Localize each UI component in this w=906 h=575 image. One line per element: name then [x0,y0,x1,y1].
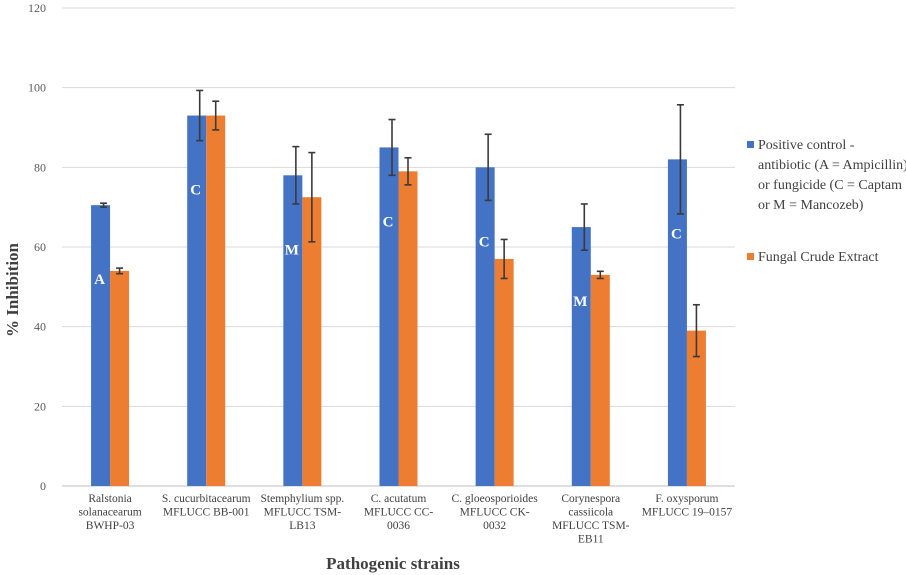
bar-fungal-extract [206,115,226,487]
bars [91,115,706,487]
bar-letters: A C M C C M C [94,183,682,311]
bar-positive-control [91,205,111,487]
bar-positive-control [379,147,399,486]
bar-fungal-extract [302,197,322,487]
y-tick-label: 0 [40,479,46,493]
bar-fungal-extract [110,270,130,486]
bar-letter-label: C [671,226,682,242]
bar-positive-control [667,159,687,486]
bar-letter-label: A [94,272,105,288]
legend-swatch-fungal-extract [747,253,754,260]
y-tick-label: 60 [34,240,46,254]
bar-positive-control [283,175,303,487]
legend: Positive control -antibiotic (A = Ampici… [747,138,906,265]
x-axis-title: Pathogenic strains [326,554,460,573]
bar-letter-label: C [383,214,394,230]
y-axis-ticks: 0 20 40 60 80 100 120 [28,1,46,493]
bar-fungal-extract [398,171,418,487]
error-bars [100,89,700,358]
bar-letter-label: M [573,294,587,310]
legend-label-fungal-extract: Fungal Crude Extract [758,250,879,265]
legend-swatch-positive-control [747,141,754,148]
x-category-label: F. oxysporum MFLUCC 19–0157 [642,493,733,519]
x-category-label: Stemphylium spp. MFLUCC TSM-LB13 [261,493,345,532]
bar-positive-control [571,227,591,487]
bar-letter-label: M [285,242,299,258]
bar-fungal-extract [494,258,514,486]
x-category-label: C. gloeosporioides MFLUCC CK-0032 [452,493,539,532]
y-tick-label: 40 [34,320,46,334]
y-tick-label: 120 [28,1,46,15]
y-tick-label: 20 [34,399,46,413]
x-category-label: Ralstonia solanacearum BWHP-03 [78,493,141,532]
bar-positive-control [187,115,207,487]
bar-fungal-extract [686,330,706,486]
y-axis-title: % Inhibition [3,242,22,337]
x-category-label: Corynespora cassiicola MFLUCC TSM-EB11 [552,493,630,546]
y-tick-label: 80 [34,160,46,174]
bar-positive-control [475,167,495,487]
bar-fungal-extract [590,274,610,486]
legend-label-positive-control: Positive control -antibiotic (A = Ampici… [758,138,906,213]
y-tick-label: 100 [28,81,46,95]
bar-letter-label: C [479,234,490,250]
bar-letter-label: C [190,183,201,199]
x-category-label: C. acutatum MFLUCC CC-0036 [364,493,434,532]
x-axis-categories: Ralstonia solanacearum BWHP-03 S. cucurbita… [78,493,732,546]
x-category-label: S. cucurbitacearum MFLUCC BB-001 [162,493,251,519]
